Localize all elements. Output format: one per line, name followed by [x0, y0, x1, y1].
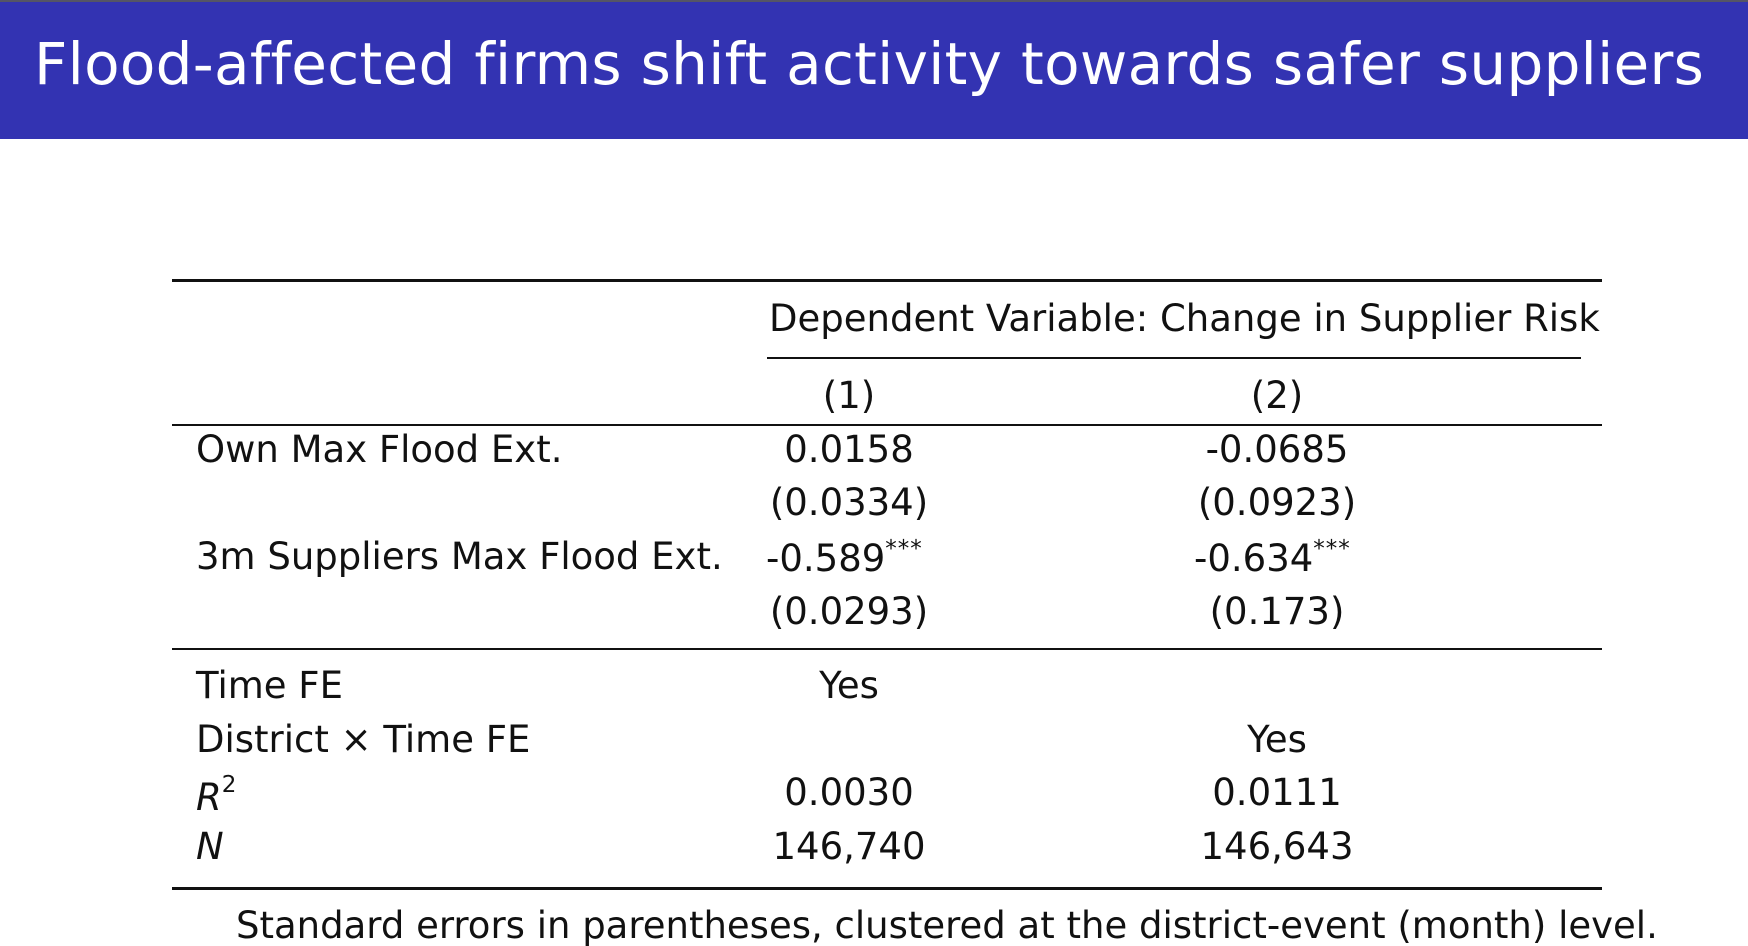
time-fe-col1: Yes — [819, 664, 879, 707]
coef-suppliers-flood-col2-value: -0.634 — [1194, 537, 1314, 580]
r-squared-exponent: 2 — [221, 772, 237, 798]
coef-suppliers-flood-col2: -0.634*** — [1194, 536, 1351, 580]
row-label-suppliers-max-flood: 3m Suppliers Max Flood Ext. — [196, 535, 723, 578]
header-rule — [172, 424, 1602, 426]
slide-title: Flood-affected firms shift activity towa… — [34, 30, 1705, 98]
header-group-rule — [767, 357, 1581, 359]
row-label-r-squared: R2 — [196, 772, 237, 819]
row-label-own-max-flood: Own Max Flood Ext. — [196, 428, 563, 471]
coef-own-flood-col2: -0.0685 — [1205, 428, 1349, 471]
se-suppliers-flood-col1: (0.0293) — [769, 590, 929, 633]
coef-suppliers-flood-col1: -0.589*** — [766, 536, 923, 580]
coef-suppliers-flood-col1-value: -0.589 — [766, 537, 886, 580]
r-squared-symbol: R — [196, 776, 222, 819]
se-own-flood-col1: (0.0334) — [769, 481, 929, 524]
mid-rule — [172, 648, 1602, 650]
r-squared-col1: 0.0030 — [784, 771, 914, 814]
top-rule — [172, 279, 1602, 282]
row-label-time-fe: Time FE — [196, 664, 343, 707]
significance-stars-col2: *** — [1313, 536, 1351, 562]
header-group-label: Dependent Variable: Change in Supplier R… — [769, 297, 1600, 340]
n-col2: 146,643 — [1200, 825, 1354, 868]
significance-stars-col1: *** — [885, 536, 923, 562]
column-header-1: (1) — [822, 374, 876, 417]
column-header-2: (2) — [1250, 374, 1304, 417]
row-label-district-time-fe: District × Time FE — [196, 718, 531, 761]
se-suppliers-flood-col2: (0.173) — [1209, 590, 1345, 633]
n-col1: 146,740 — [772, 825, 926, 868]
row-label-n: N — [196, 825, 224, 868]
title-bar: Flood-affected firms shift activity towa… — [0, 0, 1748, 139]
table-note: Standard errors in parentheses, clustere… — [236, 904, 1658, 946]
bottom-rule — [172, 887, 1602, 890]
r-squared-col2: 0.0111 — [1212, 771, 1342, 814]
district-time-fe-col2: Yes — [1247, 718, 1307, 761]
coef-own-flood-col1: 0.0158 — [784, 428, 914, 471]
se-own-flood-col2: (0.0923) — [1197, 481, 1357, 524]
